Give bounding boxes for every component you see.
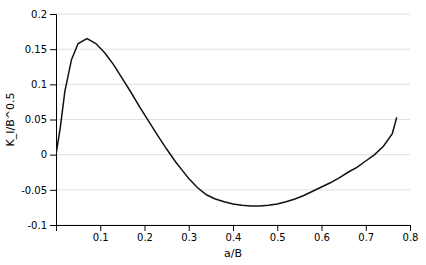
axis-line: [57, 226, 411, 232]
tick: 0.3: [181, 225, 197, 243]
x-axis-title: a/B: [224, 247, 242, 260]
tick: 0.1: [31, 79, 56, 90]
tick-label: 0.1: [31, 79, 47, 90]
tick-mark: [50, 190, 56, 191]
tick: 0.6: [314, 225, 330, 243]
y-axis: -0.1 -0.05 0 0.05 0.1 0.15 0.2: [21, 9, 56, 231]
y-axis-title: K_I/B^0.5: [4, 93, 17, 147]
grid-line: [56, 84, 410, 85]
tick-mark: [366, 225, 367, 231]
tick-mark: [189, 225, 190, 231]
grid-line: [56, 119, 410, 120]
tick-mark: [277, 225, 278, 231]
tick-label: 0.3: [181, 232, 197, 243]
tick-mark: [50, 155, 56, 156]
tick-label: -0.05: [21, 185, 47, 196]
tick: 0.8: [403, 225, 419, 243]
tick-mark: [233, 225, 234, 231]
tick-mark: [410, 225, 411, 231]
x-axis: 0.1 0.2 0.3 0.4 0.5 0.6 0.7 0.8: [57, 225, 419, 243]
tick-label: 0.5: [270, 232, 286, 243]
tick-mark: [50, 84, 56, 85]
axis-line: [50, 15, 57, 226]
grid-line: [56, 14, 410, 15]
tick-mark: [50, 49, 56, 50]
tick-label: 0.7: [358, 232, 374, 243]
tick-label: 0.8: [403, 232, 419, 243]
tick: -0.05: [21, 185, 56, 196]
tick: 0.1: [93, 225, 109, 243]
tick: 0.4: [226, 225, 242, 243]
tick-label: 0.2: [31, 9, 47, 20]
tick: 0.2: [31, 9, 56, 20]
grid-line: [56, 154, 410, 155]
tick-label: 0.15: [25, 44, 47, 55]
tick: 0: [41, 149, 56, 160]
grid-line: [56, 49, 410, 50]
tick-mark: [50, 120, 56, 121]
marks: [56, 39, 397, 206]
tick-label: -0.1: [27, 220, 47, 231]
grid: [56, 14, 410, 225]
tick: 0.7: [358, 225, 374, 243]
tick-label: 0: [41, 149, 47, 160]
tick: 0.15: [25, 44, 56, 55]
chart: 0.1 0.2 0.3 0.4 0.5 0.6 0.7 0.8 -0.1 -0.05 0 0.05 0.…: [0, 0, 426, 265]
tick: -0.1: [27, 220, 56, 231]
tick-label: 0.4: [226, 232, 242, 243]
grid-line: [56, 189, 410, 190]
tick: 0.05: [25, 114, 56, 125]
tick-mark: [322, 225, 323, 231]
tick: 0.2: [137, 225, 153, 243]
tick-label: 0.6: [314, 232, 330, 243]
tick: 0.5: [270, 225, 286, 243]
tick-label: 0.05: [25, 114, 47, 125]
tick-label: 0.1: [93, 232, 109, 243]
tick-label: 0.2: [137, 232, 153, 243]
curve: [56, 39, 397, 206]
tick-mark: [100, 225, 101, 231]
tick-mark: [50, 225, 56, 226]
plot-area: 0.1 0.2 0.3 0.4 0.5 0.6 0.7 0.8 -0.1 -0.05 0 0.05 0.…: [21, 9, 418, 243]
tick-mark: [145, 225, 146, 231]
tick-mark: [50, 14, 56, 15]
